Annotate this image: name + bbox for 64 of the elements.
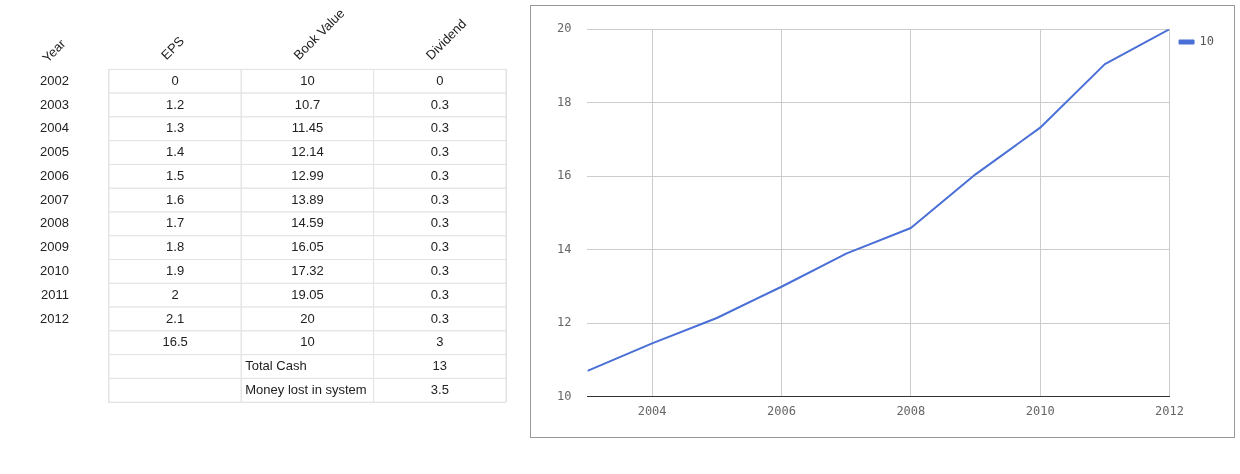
data-label: 0.3 (430, 263, 449, 279)
data-label: 0.3 (430, 167, 449, 183)
data-label: 3 (436, 334, 444, 350)
data-label: 1.9 (166, 263, 185, 279)
data-label: 12.99 (291, 167, 324, 183)
data-label: 0.3 (430, 96, 449, 112)
data-label: 3.5 (430, 381, 449, 397)
y-tick-label: 20 (557, 21, 572, 36)
data-label: 16.05 (291, 239, 324, 255)
data-label: 0.3 (430, 310, 449, 326)
x-tick-label: 2004 (637, 403, 667, 418)
x-tick-label: 2010 (1025, 403, 1055, 418)
data-label: 0.3 (430, 144, 449, 160)
data-label: 1.2 (166, 96, 185, 112)
y-tick-label: 14 (557, 241, 572, 256)
legend-label: 10 (1199, 34, 1214, 49)
data-label: 1.8 (166, 239, 185, 255)
text: Total Cash (245, 358, 307, 374)
data-label: 20 (300, 310, 315, 326)
data-label: 12.14 (291, 144, 324, 160)
data-label: 1.6 (166, 191, 185, 207)
data-label: 10 (300, 72, 315, 88)
data-label: 0 (436, 72, 444, 88)
y-tick-label: 2007 (40, 191, 69, 207)
data-label: 2 (171, 286, 179, 302)
y-tick-label: 12 (557, 315, 572, 330)
data-label: 1.3 (166, 120, 185, 136)
x-tick-label: 2012 (1155, 403, 1184, 418)
y-tick-label: 2002 (40, 72, 69, 88)
y-tick-label: 10 (557, 388, 572, 403)
data-label: 0.3 (430, 191, 449, 207)
y-tick-label: 2010 (40, 263, 69, 279)
x-tick-label: 2008 (896, 403, 926, 418)
data-label: 1.4 (166, 144, 185, 160)
data-label: 1.7 (166, 215, 185, 231)
data-label: 13.89 (291, 191, 324, 207)
x-tick-label: 2006 (767, 403, 796, 418)
y-tick-label: 2006 (40, 167, 69, 183)
data-label: 16.5 (162, 334, 188, 350)
data-label: 10 (300, 334, 315, 350)
data-label: 0.3 (430, 239, 449, 255)
y-tick-label: 2004 (40, 120, 69, 136)
y-tick-label: 2011 (40, 286, 69, 302)
data-label: 1.5 (166, 167, 185, 183)
y-tick-label: 2005 (40, 144, 69, 160)
data-label: 11.45 (291, 120, 324, 136)
y-tick-label: 2003 (40, 96, 69, 112)
data-label: 0.3 (430, 120, 449, 136)
data-label: 13 (432, 358, 448, 374)
data-label: 19.05 (291, 286, 324, 302)
y-axis-title: Year (39, 35, 69, 66)
data-label: 0.3 (430, 215, 449, 231)
data-label: 14.59 (291, 215, 324, 231)
data-label: 10.7 (294, 96, 321, 112)
data-label: 2.1 (166, 310, 185, 326)
y-tick-label: 18 (557, 94, 572, 109)
y-tick-label: 2008 (40, 215, 69, 231)
data-label: 0 (171, 72, 179, 88)
y-tick-label: 2009 (40, 239, 69, 255)
y-tick-label: 2012 (40, 310, 69, 326)
data-label: 17.32 (291, 263, 324, 279)
data-label: 0.3 (430, 286, 449, 302)
text: Money lost in system (245, 381, 367, 397)
y-tick-label: 16 (557, 168, 572, 183)
